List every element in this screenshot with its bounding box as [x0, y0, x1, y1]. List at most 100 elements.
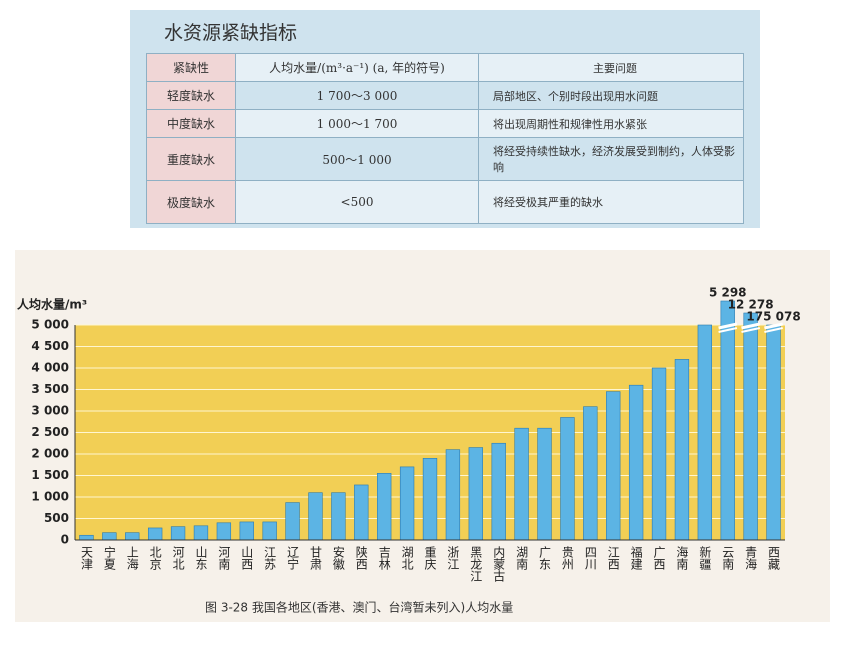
x-tick-label: 西藏 [767, 546, 781, 571]
x-tick-label: 江苏 [263, 546, 277, 570]
bar [697, 324, 713, 541]
y-tick-label: 4 500 [31, 339, 69, 353]
cell: <500 [235, 180, 479, 224]
x-tick-label: 湖北 [400, 545, 414, 571]
cell: 重度缺水 [146, 137, 236, 181]
x-tick-label: 重庆 [423, 546, 437, 570]
cell: 局部地区、个别时段出现用水问题 [478, 81, 744, 110]
y-tick-label: 500 [44, 511, 69, 525]
axis-break [764, 327, 783, 333]
bar [239, 521, 254, 541]
bar [79, 534, 94, 541]
y-tick-label: 2 500 [31, 425, 69, 439]
bar [354, 484, 369, 541]
x-tick-label: 甘肃 [308, 546, 322, 571]
x-tick-label: 青海 [744, 546, 758, 570]
x-tick-label: 福建 [629, 545, 643, 571]
bar [262, 521, 277, 541]
x-tick-label: 黑龙江 [469, 546, 483, 582]
cell: 中度缺水 [146, 109, 236, 138]
axis-break [718, 327, 738, 333]
row: 极度缺水 <500 将经受极其严重的缺水 [146, 180, 744, 224]
bar [399, 466, 415, 541]
table-title: 水资源紧缺指标 [164, 22, 298, 44]
table-panel: 水资源紧缺指标 紧缺性 人均水量/(m³·a⁻¹) (a, 年的符号) 主要问题… [130, 10, 760, 228]
x-tick-label: 河北 [171, 546, 185, 571]
bar [651, 367, 667, 541]
x-tick-label: 贵州 [560, 546, 574, 570]
bar [216, 522, 232, 541]
cell: 将经受极其严重的缺水 [478, 180, 744, 224]
row: 中度缺水 1 000～1 700 将出现周期性和规律性用水紧张 [146, 109, 744, 138]
cell: 轻度缺水 [146, 81, 236, 110]
bar [720, 300, 735, 541]
bar [468, 447, 483, 541]
bar [331, 492, 346, 541]
bar [583, 406, 598, 541]
x-tick-label: 宁夏 [102, 545, 116, 570]
header-cell: 人均水量/(m³·a⁻¹) (a, 年的符号) [235, 53, 479, 82]
cell: 1 700～3 000 [235, 81, 479, 110]
x-tick-label: 吉林 [377, 546, 391, 570]
x-tick-label: 四川 [583, 546, 597, 570]
bar [445, 449, 461, 541]
x-tick-label: 山东 [194, 546, 208, 570]
bar [193, 525, 209, 541]
x-tick-label: 内蒙古 [492, 546, 506, 582]
x-tick-label: 海南 [675, 545, 689, 570]
bar [308, 492, 323, 541]
x-tick-label: 浙江 [446, 546, 460, 570]
y-tick-label: 1 000 [31, 490, 69, 504]
x-tick-label: 湖南 [515, 545, 529, 570]
axis-break [764, 322, 784, 330]
x-tick-label: 天津 [79, 546, 93, 570]
bar [170, 526, 186, 541]
x-tick-label: 辽宁 [286, 546, 300, 570]
x-tick-label: 陕西 [354, 545, 368, 570]
row: 轻度缺水 1 700～3 000 局部地区、个别时段出现用水问题 [146, 81, 744, 110]
bar [147, 527, 163, 541]
bar [606, 391, 621, 541]
x-tick-label: 河南 [217, 546, 231, 570]
bar [285, 502, 300, 541]
cell: 500～1 000 [235, 137, 479, 181]
bar [514, 427, 529, 541]
bar [537, 427, 552, 541]
y-tick-label: 3 000 [31, 404, 69, 418]
x-tick-label: 广东 [538, 546, 552, 570]
bar [560, 417, 575, 541]
cell: 极度缺水 [146, 180, 236, 224]
x-tick-label: 北京 [148, 546, 162, 571]
y-tick-label: 3 500 [31, 382, 69, 396]
bar [674, 359, 690, 541]
bar [766, 324, 781, 541]
caption: 图 3-28 我国各地区(香港、澳门、台湾暂未列入)人均水量 [205, 600, 513, 615]
cell: 1 000～1 700 [235, 109, 479, 138]
y-axis-label: 人均水量/m³ [17, 297, 87, 312]
y-tick-label: 5 000 [31, 318, 69, 332]
bar [491, 442, 506, 541]
value-label: 5 298 [709, 286, 747, 300]
y-tick-label: 4 000 [31, 361, 69, 375]
header-cell: 紧缺性 [146, 53, 236, 82]
bar [422, 458, 438, 541]
bar [628, 384, 644, 541]
bar [377, 473, 392, 541]
cell: 将经受持续性缺水，经济发展受到制约，人体受影响 [478, 137, 744, 181]
value-label: 175 078 [746, 310, 800, 324]
x-tick-label: 安徽 [331, 545, 345, 570]
row: 重度缺水 500～1 000 将经受持续性缺水，经济发展受到制约，人体受影响 [146, 137, 744, 181]
y-tick-label: 0 [61, 533, 69, 547]
x-tick-label: 新疆 [698, 545, 712, 570]
axis-break [718, 322, 738, 330]
header-cell: 主要问题 [478, 53, 744, 82]
cell: 将出现周期性和规律性用水紧张 [478, 109, 744, 138]
y-tick-label: 1 500 [31, 468, 69, 482]
x-tick-label: 山西 [240, 546, 254, 570]
axis-break [741, 322, 761, 330]
header-row: 紧缺性 人均水量/(m³·a⁻¹) (a, 年的符号) 主要问题 [146, 53, 744, 82]
bar [743, 312, 758, 541]
bar [125, 532, 140, 541]
